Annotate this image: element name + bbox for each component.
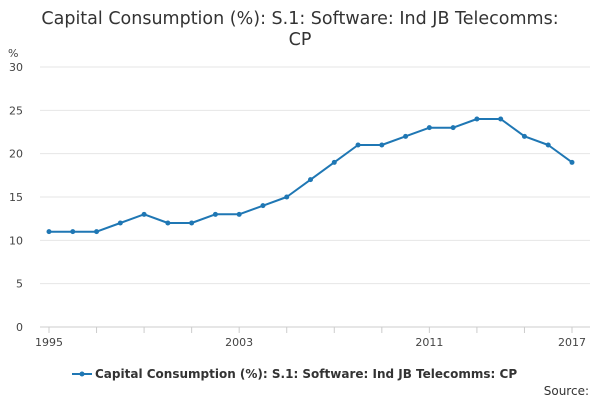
data-point [141,211,147,217]
data-point [331,159,337,165]
data-point [308,177,313,183]
data-point [284,194,290,200]
data-point [498,116,504,122]
chart-title-line-1: Capital Consumption (%): S.1: Software: … [41,9,558,29]
source-label: Source: [544,384,589,398]
data-point [236,211,242,217]
data-point [46,229,52,235]
chart-title-line-2: CP [289,30,312,50]
data-point [212,211,218,217]
data-point [426,125,432,131]
y-tick-label: 5 [16,278,23,291]
data-point [379,142,385,148]
legend-marker [79,371,85,377]
y-axis-unit-label: % [8,47,18,60]
y-tick-label: 30 [9,61,23,74]
series-group [46,116,575,235]
data-point [165,220,171,226]
x-tick-label: 2017 [558,336,586,349]
data-point [355,142,361,148]
data-point [117,220,123,226]
data-point [70,229,76,235]
data-point [260,203,266,209]
legend-label: Capital Consumption (%): S.1: Software: … [95,367,517,381]
legend: Capital Consumption (%): S.1: Software: … [72,367,517,381]
x-axis: 1995 2003 2011 2017 [35,326,590,349]
data-point [189,220,195,226]
y-tick-label: 25 [9,104,23,117]
x-tick-label: 2011 [415,336,443,349]
data-point [94,229,100,235]
y-axis-ticks: 0 5 10 15 20 25 30 [9,61,23,334]
x-tick-label: 2003 [225,336,253,349]
data-point [450,125,456,131]
data-point [569,159,575,165]
y-tick-label: 15 [9,191,23,204]
y-tick-label: 10 [9,234,23,247]
series-line [49,118,573,233]
data-point [403,133,409,139]
data-point [521,133,527,139]
x-tick-label: 1995 [35,336,63,349]
y-tick-label: 0 [16,321,23,334]
y-tick-label: 20 [9,148,23,161]
gridlines [40,66,590,285]
data-point [474,116,480,122]
data-point [545,142,551,148]
